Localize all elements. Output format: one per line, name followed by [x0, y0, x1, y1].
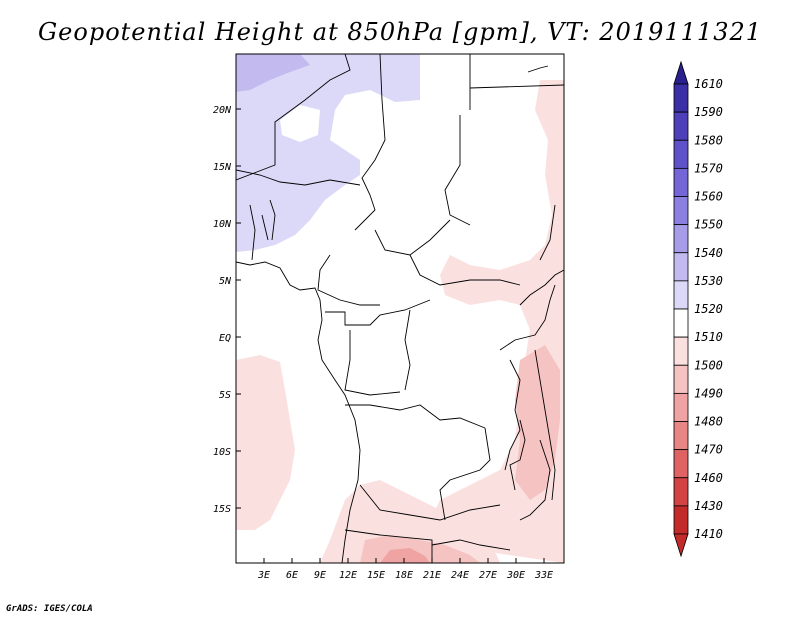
colorbar-box	[673, 364, 689, 394]
colorbar-box	[673, 111, 689, 141]
field-1520-area	[236, 54, 420, 252]
lat-label-20n: 20N	[213, 105, 232, 116]
colorbar-label: 1500	[694, 358, 723, 372]
colorbar-label: 1410	[694, 527, 723, 541]
colorbar: 1610 1590 1580 1570 1560 1550 1540 1530 1520 1510…	[673, 60, 723, 558]
colorbar-box	[673, 308, 689, 338]
lat-label-5s: 5S	[219, 390, 231, 401]
colorbar-bottom-arrow	[673, 533, 689, 558]
colorbar-box	[673, 505, 689, 535]
lon-label-9e: 9E	[314, 570, 326, 581]
axis-ticks	[236, 108, 545, 563]
colorbar-label: 1590	[694, 105, 723, 119]
lon-label-24e: 24E	[451, 570, 469, 581]
field-1490-area	[515, 345, 560, 500]
colorbar-label: 1580	[694, 133, 723, 147]
lon-label-6e: 6E	[286, 570, 298, 581]
lat-label-15s: 15S	[213, 504, 231, 515]
colorbar-box	[673, 83, 689, 113]
colorbar-label: 1530	[694, 274, 723, 288]
colorbar-box	[673, 252, 689, 282]
colorbar-label: 1480	[694, 415, 723, 429]
lon-label-3e: 3E	[257, 570, 270, 581]
colorbar-box	[673, 392, 689, 422]
colorbar-label: 1470	[694, 443, 723, 457]
lat-label-10s: 10S	[213, 447, 231, 458]
colorbar-box	[673, 449, 689, 479]
lon-label-15e: 15E	[367, 570, 385, 581]
colorbar-box	[673, 139, 689, 169]
colorbar-label: 1520	[694, 302, 723, 316]
colorbar-box	[673, 280, 689, 310]
lat-label-5n: 5N	[219, 276, 232, 287]
colorbar-label: 1550	[694, 218, 723, 232]
boundaries	[236, 54, 564, 563]
credit-label: GrADS: IGES/COLA	[6, 604, 93, 614]
colorbar-box	[673, 224, 689, 254]
lat-label-15n: 15N	[213, 162, 232, 173]
lon-label-27e: 27E	[479, 570, 497, 581]
map-title: Geopotential Height at 850hPa [gpm], VT:…	[38, 18, 762, 46]
colorbar-label: 1570	[694, 161, 723, 175]
colorbar-label: 1460	[694, 471, 723, 485]
colorbar-box	[673, 336, 689, 366]
colorbar-box	[673, 421, 689, 451]
colorbar-label: 1540	[694, 246, 723, 260]
colorbar-label: 1560	[694, 190, 723, 204]
map-frame	[235, 53, 565, 564]
lon-label-33e: 33E	[534, 570, 553, 581]
height-field	[236, 54, 564, 563]
field-1530-area	[236, 54, 310, 92]
colorbar-top-arrow	[673, 60, 689, 85]
colorbar-box	[673, 196, 689, 226]
lon-label-21e: 21E	[423, 570, 441, 581]
colorbar-label: 1610	[694, 77, 723, 91]
lat-label-eq: EQ	[219, 333, 231, 344]
colorbar-box	[673, 167, 689, 197]
colorbar-label: 1510	[694, 330, 723, 344]
lon-label-30e: 30E	[506, 570, 525, 581]
colorbar-label: 1430	[694, 499, 723, 513]
colorbar-box	[673, 477, 689, 507]
field-1520-patch	[280, 105, 320, 142]
lon-label-12e: 12E	[339, 570, 357, 581]
lon-label-18e: 18E	[395, 570, 413, 581]
field-1500-west	[236, 355, 295, 530]
colorbar-label: 1490	[694, 386, 723, 400]
field-1480-south	[380, 548, 430, 563]
lat-label-10n: 10N	[213, 219, 232, 230]
